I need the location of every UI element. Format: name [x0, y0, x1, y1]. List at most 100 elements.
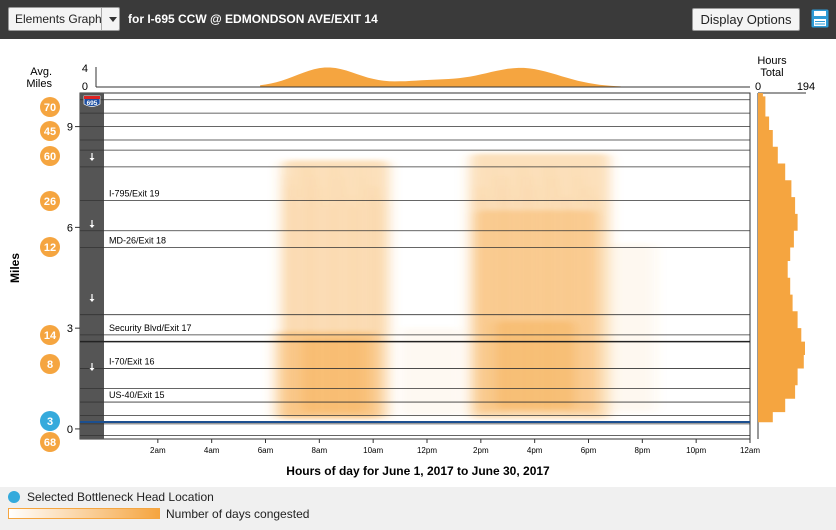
congestion-streak	[478, 187, 483, 416]
congestion-streak	[499, 176, 504, 416]
road-strip	[80, 93, 104, 439]
congestion-streak	[284, 176, 289, 416]
exit-badge-circle	[40, 146, 60, 166]
route-title: for I-695 CCW @ EDMONDSON AVE/EXIT 14	[128, 12, 378, 26]
arrow-down-icon	[89, 294, 95, 302]
interchange-labels: I-795/Exit 19 MD-26/Exit 18 Security Blvd/…	[109, 188, 192, 400]
x-tick-label: 12am	[740, 446, 760, 455]
congestion-streak	[375, 197, 379, 416]
display-options-button[interactable]: Display Options	[692, 8, 800, 31]
x-axis-ticks: 2am 4am 6am 8am 10am 12pm 2pm 4pm 6pm 8pm 10pm 12am	[150, 439, 760, 455]
x-tick-label: 8pm	[635, 446, 651, 455]
exit-badge-number: 70	[44, 102, 56, 114]
toolbar: Elements Graph for I-695 CCW @ EDMONDSON…	[0, 0, 836, 39]
congestion-streak	[316, 187, 319, 416]
arrow-down-icon	[89, 153, 95, 161]
y-tick-label: 0	[67, 424, 73, 436]
exit-badge-circle	[40, 121, 60, 141]
selected-dot-icon	[8, 491, 20, 503]
congestion-streak	[569, 207, 573, 416]
congestion-streak	[575, 166, 578, 416]
hours-total-tick-max: 194	[797, 81, 815, 93]
exit-badge-circle	[40, 325, 60, 345]
congestion-streak	[327, 207, 332, 416]
x-tick-label: 4am	[204, 446, 220, 455]
exit-badge-number: 14	[44, 330, 57, 342]
congestion-streak	[548, 166, 552, 416]
floppy-disk-icon[interactable]	[811, 9, 829, 28]
congestion-streak	[483, 197, 487, 416]
exit-badge-number: 8	[47, 359, 53, 371]
elements-graph: Avg. Miles 4 0 Hours Total 0 194 695 I-7…	[0, 39, 836, 487]
interstate-695-shield: 695	[83, 95, 101, 107]
congestion-streak	[300, 207, 302, 416]
graph-type-select[interactable]: Elements Graph	[8, 7, 120, 31]
y-axis: Miles 0 3 6 9	[8, 122, 80, 436]
x-tick-label: 6am	[258, 446, 274, 455]
congestion-streak	[591, 197, 595, 416]
congestion-streak	[510, 197, 513, 416]
interchange-label: MD-26/Exit 18	[109, 236, 166, 246]
x-tick-label: 12pm	[417, 446, 437, 455]
arrow-down-icon	[89, 220, 95, 228]
congestion-streak	[322, 197, 324, 416]
avg-miles-tick-top: 4	[82, 63, 88, 75]
x-tick-label: 2am	[150, 446, 166, 455]
hours-total-label-1: Hours	[757, 55, 787, 67]
exit-badge-circle	[40, 191, 60, 211]
congestion-streak	[343, 187, 345, 416]
legend-gradient-label: Number of days congested	[166, 507, 310, 521]
congestion-heatmap	[273, 153, 656, 419]
congestion-gradient-bar	[8, 508, 160, 519]
x-axis-label: Hours of day for June 1, 2017 to June 30…	[286, 464, 550, 478]
exit-badge-circle	[40, 237, 60, 257]
y-tick-label: 9	[67, 122, 73, 134]
x-tick-label: 4pm	[527, 446, 543, 455]
direction-arrows	[89, 153, 95, 371]
congestion-streak	[472, 176, 474, 416]
avg-miles-panel: Avg. Miles 4 0	[26, 63, 750, 93]
congestion-streak	[311, 176, 315, 416]
congestion-streak	[596, 207, 599, 416]
congestion-streak	[305, 166, 310, 416]
interstate-695-number: 695	[87, 100, 98, 107]
interchange-label: I-70/Exit 16	[109, 356, 155, 366]
exit-badge-number: 12	[44, 242, 56, 254]
exit-badge-number: 60	[44, 151, 56, 163]
congestion-cell	[400, 328, 462, 416]
exit-badges[interactable]: 70 45 60 26 12 14 8 3 68	[40, 97, 60, 452]
interchange-label: I-795/Exit 19	[109, 188, 160, 198]
avg-miles-tick-bottom: 0	[82, 81, 88, 93]
x-tick-label: 10pm	[686, 446, 706, 455]
exit-badge-circle	[40, 97, 60, 117]
congestion-streak	[467, 166, 470, 416]
hours-total-label-2: Total	[760, 67, 783, 79]
congestion-streak	[354, 207, 358, 416]
congestion-streak	[332, 166, 336, 416]
congestion-streak	[526, 176, 530, 416]
legend-selected-label: Selected Bottleneck Head Location	[27, 490, 214, 504]
congestion-streak	[365, 176, 367, 416]
congestion-streak	[359, 166, 362, 416]
exit-badge-circle	[40, 432, 60, 452]
avg-miles-area	[260, 67, 621, 87]
congestion-streak	[295, 197, 298, 416]
congestion-streak	[494, 166, 496, 416]
avg-miles-label-1: Avg.	[30, 66, 52, 78]
interchange-lines	[80, 99, 750, 437]
exit-badge-circle	[40, 411, 60, 431]
y-axis-label: Miles	[8, 253, 22, 283]
congestion-streak	[515, 207, 517, 416]
congestion-streak	[580, 176, 582, 416]
arrow-down-icon	[89, 363, 95, 371]
exit-badge-number: 26	[44, 196, 56, 208]
exit-badge-circle	[40, 354, 60, 374]
chevron-down-icon[interactable]	[109, 17, 117, 22]
hours-total-panel: Hours Total 0 194	[755, 55, 815, 439]
congestion-streak	[564, 197, 569, 416]
congestion-streak	[505, 187, 509, 416]
hours-total-tick-min: 0	[755, 81, 761, 93]
exit-badge-number: 68	[44, 437, 56, 449]
congestion-cell	[610, 244, 656, 413]
x-tick-label: 2pm	[473, 446, 489, 455]
